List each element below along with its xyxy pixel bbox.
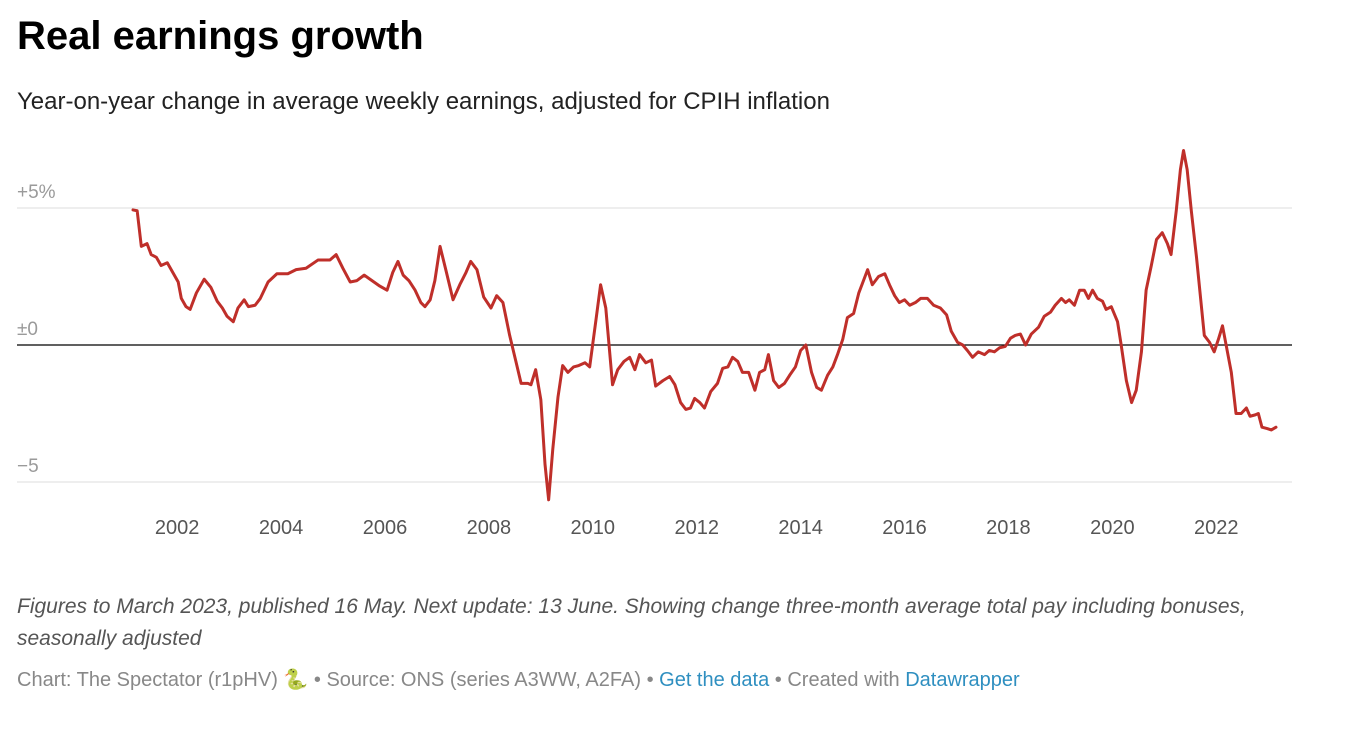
x-tick-label: 2020	[1090, 517, 1135, 539]
x-tick-label: 2014	[778, 517, 823, 539]
chart-notes: Figures to March 2023, published 16 May.…	[17, 595, 1246, 650]
data-line	[131, 148, 1278, 502]
chart-title: Real earnings growth	[17, 14, 424, 58]
y-tick-label: +5%	[17, 182, 56, 203]
y-tick-label: ±0	[17, 319, 38, 340]
x-tick-label: 2022	[1194, 517, 1239, 539]
x-tick-label: 2012	[674, 517, 719, 539]
x-tick-label: 2018	[986, 517, 1031, 539]
x-tick-label: 2002	[155, 517, 200, 539]
created-with: Created with	[787, 669, 900, 691]
chart: −5 ±0 +5% 2002 2004 2006 2008 2010 2012 2014 2016 2…	[17, 148, 1292, 539]
x-tick-label: 2016	[882, 517, 927, 539]
separator: •	[313, 669, 321, 691]
datawrapper-link[interactable]: Datawrapper	[905, 669, 1020, 691]
get-data-link[interactable]: Get the data	[659, 669, 770, 691]
source-line: Chart: The Spectator (r1pHV) 🐍 • Source:…	[17, 667, 1020, 692]
x-tick-label: 2008	[467, 517, 512, 539]
source: Source: ONS (series A3WW, A2FA)	[326, 669, 641, 691]
x-tick-label: 2004	[259, 517, 304, 539]
byline: Chart: The Spectator (r1pHV) 🐍	[17, 669, 309, 691]
separator: •	[774, 669, 782, 691]
x-tick-label: 2006	[363, 517, 408, 539]
y-tick-label: −5	[17, 456, 39, 477]
separator: •	[646, 669, 654, 691]
x-tick-label: 2010	[571, 517, 616, 539]
chart-subtitle: Year-on-year change in average weekly ea…	[17, 88, 830, 115]
